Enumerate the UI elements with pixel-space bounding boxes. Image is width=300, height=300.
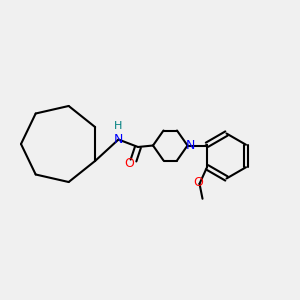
Text: H: H [114,121,123,131]
Text: N: N [186,139,195,152]
Text: O: O [193,176,203,189]
Text: O: O [124,157,134,170]
Text: N: N [114,133,123,146]
